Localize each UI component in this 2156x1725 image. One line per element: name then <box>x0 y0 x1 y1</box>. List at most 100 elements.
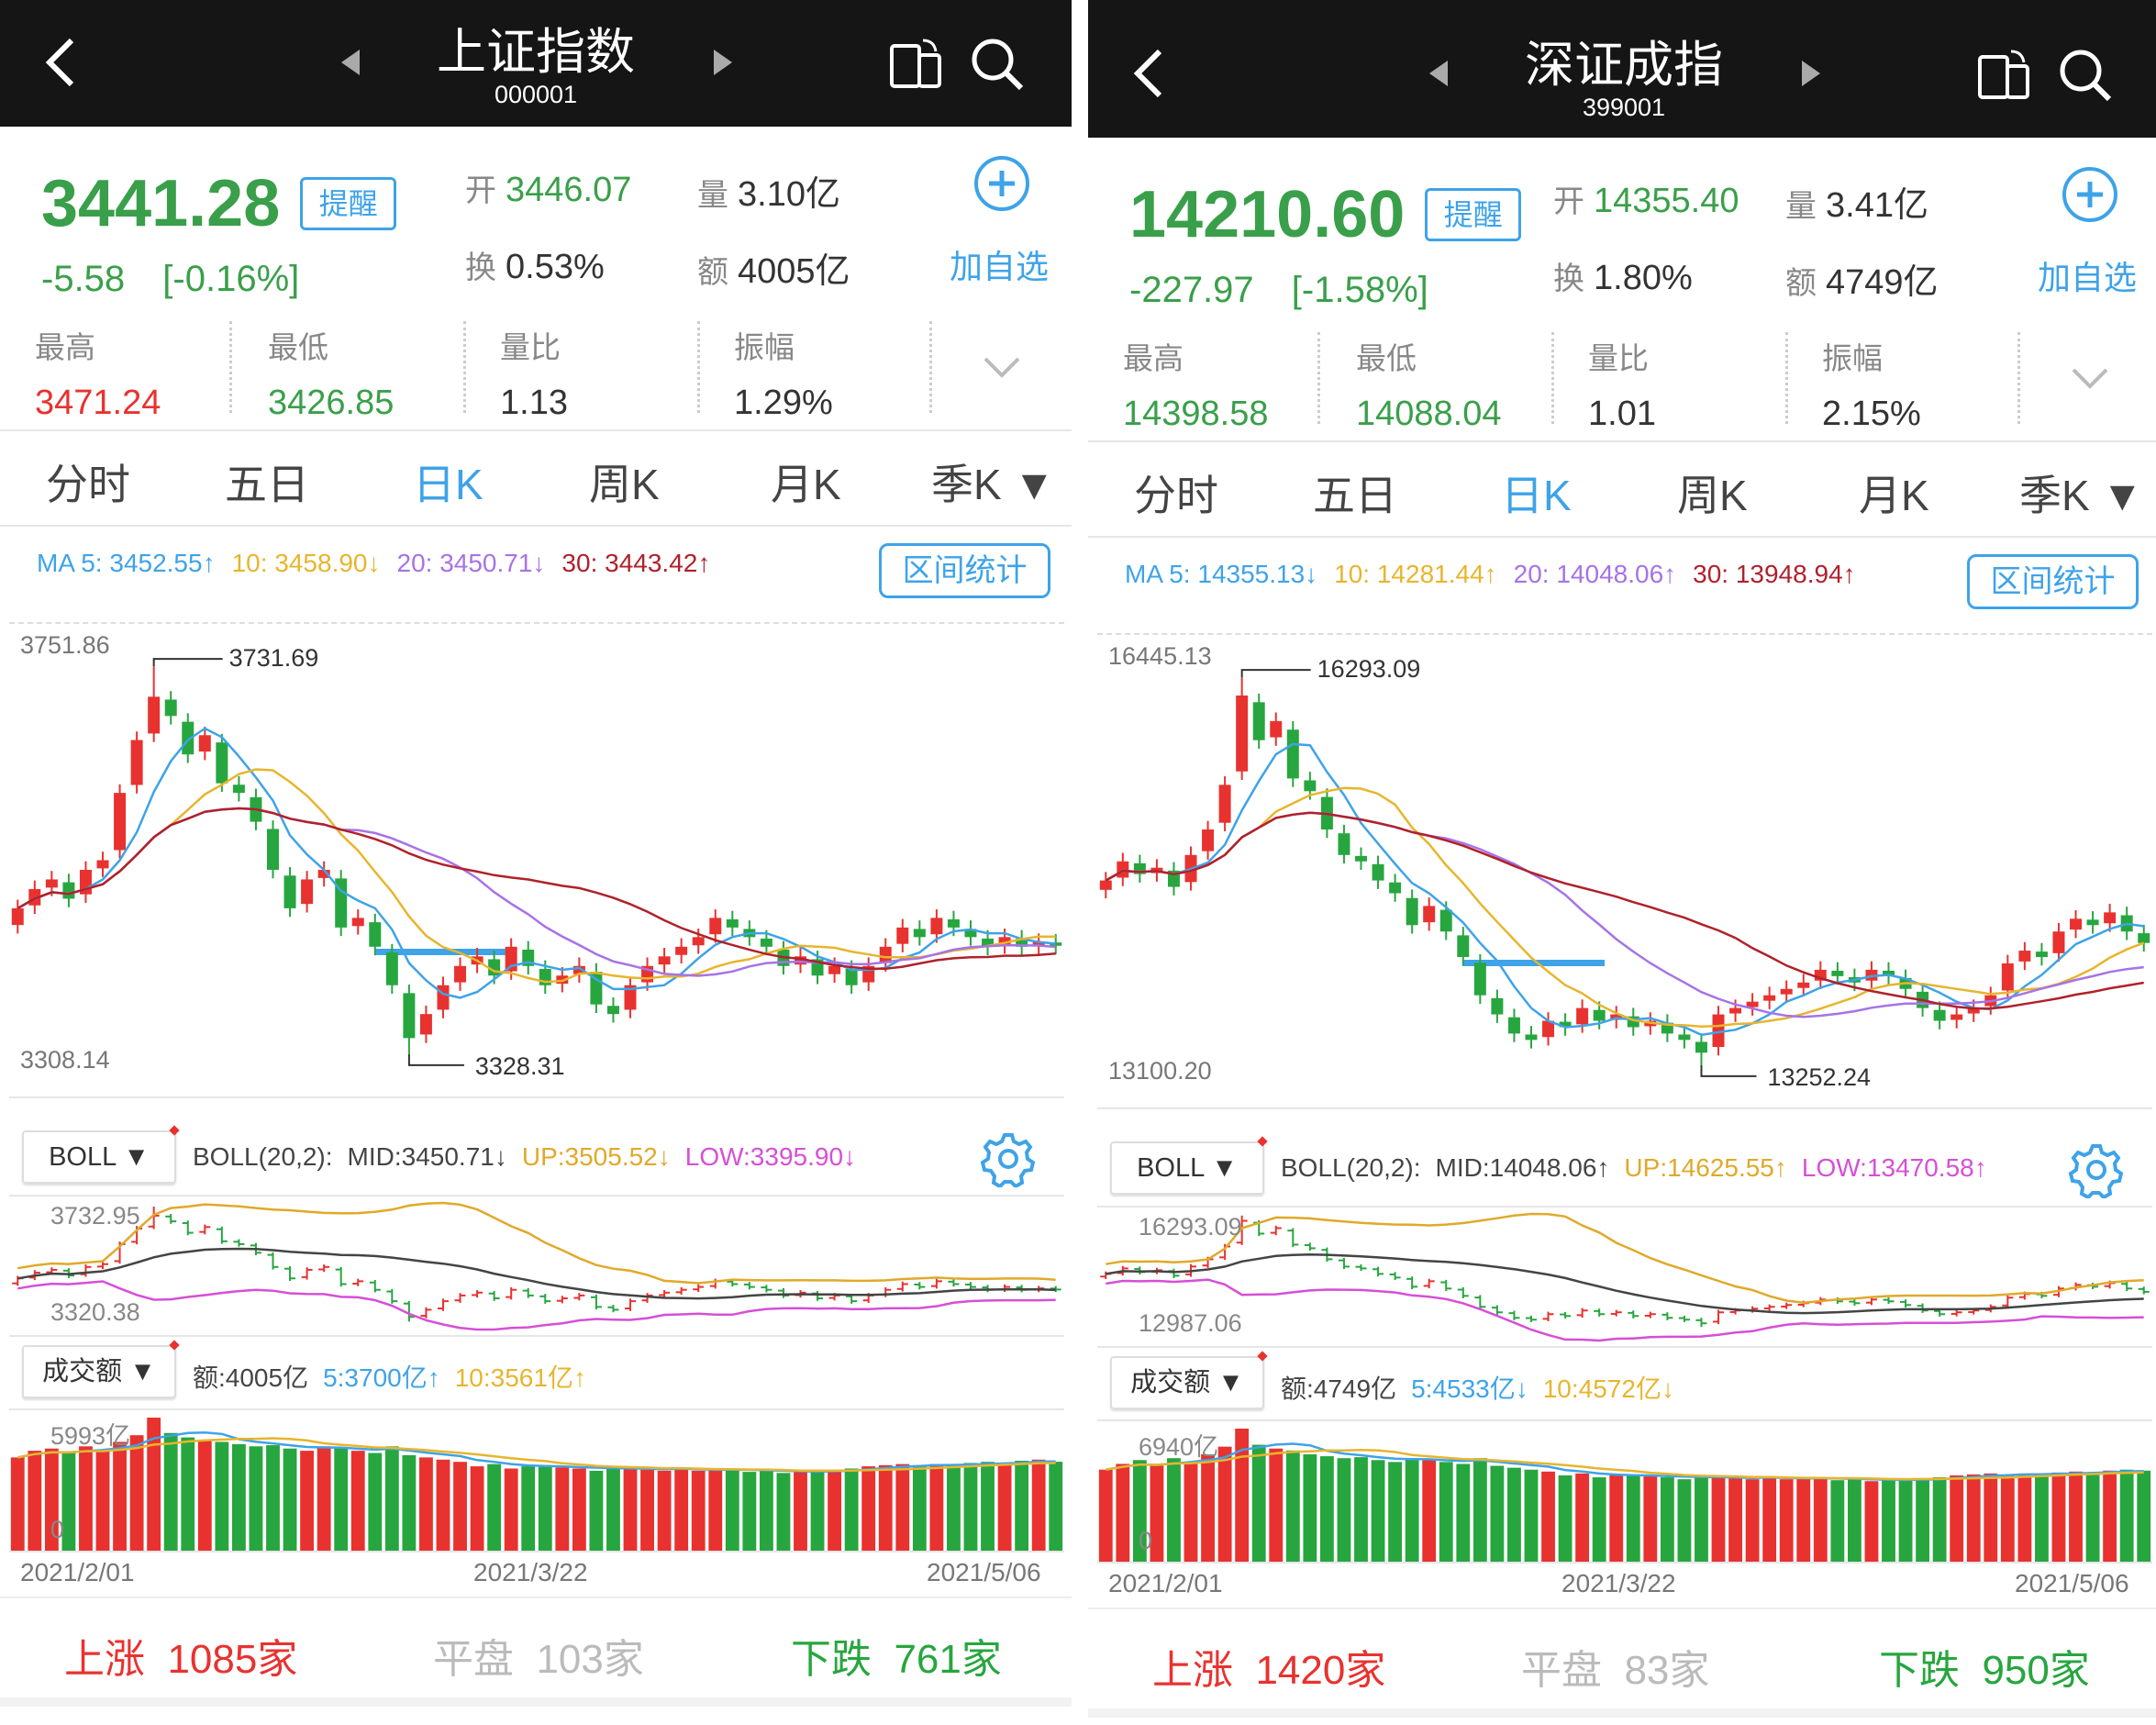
range-stats-button[interactable]: 区间统计 <box>1967 554 2139 609</box>
chevron-down-icon[interactable] <box>982 353 1022 381</box>
candle-body <box>369 922 382 947</box>
advancers-count: 1085家 <box>167 1637 298 1682</box>
volume-bar <box>10 1457 25 1551</box>
chevron-down-icon[interactable] <box>2070 364 2110 392</box>
prev-index-icon[interactable] <box>1429 61 1448 86</box>
candlestick-chart[interactable]: 3731.69 3328.31 <box>0 624 1072 1096</box>
volume-ma10-line <box>1106 1448 2144 1481</box>
volume-legend: 额:4005亿 5:3700亿↑ 10:3561亿↑ <box>193 1358 601 1395</box>
add-watchlist-button[interactable]: 加自选 <box>950 248 1050 285</box>
volume-chart[interactable] <box>1088 1421 2156 1562</box>
tab-intraday[interactable]: 分时 <box>46 461 130 508</box>
volume-bar <box>2103 1470 2117 1562</box>
landscape-switch-icon[interactable] <box>1974 46 2033 105</box>
back-arrow-icon[interactable] <box>1127 46 1172 101</box>
volume-bar <box>828 1469 842 1551</box>
tab-five-day[interactable]: 五日 <box>225 461 309 508</box>
boll-legend: BOLL(20,2): MID:3450.71↓ UP:3505.52↓ LOW:33… <box>193 1142 871 1172</box>
range-stats-button[interactable]: 区间统计 <box>879 543 1050 598</box>
candle-body <box>1032 941 1045 947</box>
tab-monthly-k[interactable]: 月K <box>1859 472 1929 519</box>
indicator-selector[interactable]: BOLL ▼ <box>1110 1136 1268 1195</box>
candle-body <box>505 946 517 972</box>
candle-body <box>2052 931 2065 953</box>
volume-ma10-line <box>17 1437 1056 1473</box>
boll-low-line <box>1106 1278 2144 1342</box>
candle-body <box>437 985 450 1010</box>
advancers-label: 上涨 <box>64 1637 145 1682</box>
volume-indicator-selector[interactable]: 成交额 ▼ <box>1110 1351 1268 1409</box>
volume-bar <box>384 1446 399 1551</box>
tab-daily-k[interactable]: 日K <box>1501 472 1572 519</box>
divider <box>1551 332 1554 424</box>
tab-five-day[interactable]: 五日 <box>1313 472 1397 519</box>
tab-quarterly-k[interactable]: 季K ▼ <box>2019 472 2143 519</box>
candle-body <box>1457 935 1470 958</box>
volume-bar <box>300 1451 315 1551</box>
search-icon[interactable] <box>2056 46 2115 105</box>
volume-indicator-selector[interactable]: 成交额 ▼ <box>22 1340 180 1398</box>
tab-weekly-k[interactable]: 周K <box>589 461 660 508</box>
next-index-icon[interactable] <box>714 50 732 75</box>
ma10-value: 10: 3458.90↓ <box>231 549 381 577</box>
candle-body <box>1661 1022 1673 1034</box>
tab-monthly-k[interactable]: 月K <box>771 461 841 508</box>
volume-bar <box>1251 1444 1266 1562</box>
candle-body <box>148 696 161 734</box>
candle-body <box>1270 720 1283 738</box>
tab-daily-k[interactable]: 日K <box>413 461 483 508</box>
volume-bar <box>1098 1469 1113 1562</box>
change-percent: [-1.58%] <box>1291 270 1428 310</box>
volume-bar <box>79 1446 93 1551</box>
tab-weekly-k[interactable]: 周K <box>1677 472 1748 519</box>
divider <box>1088 440 2156 442</box>
volume-zero-label: 0 <box>50 1516 65 1543</box>
volume-bar <box>197 1440 212 1551</box>
volume-bar <box>1337 1458 1351 1562</box>
volume-bar <box>1609 1475 1624 1562</box>
indicator-selector[interactable]: BOLL ▼ <box>22 1125 180 1184</box>
volume-bar <box>640 1469 654 1551</box>
ma20-line <box>1105 811 2144 1018</box>
add-watchlist-button[interactable]: 加自选 <box>2038 259 2138 296</box>
search-icon[interactable] <box>968 35 1027 94</box>
back-arrow-icon[interactable] <box>39 35 84 90</box>
price-change: -5.58 [-0.16%] <box>41 259 299 300</box>
boll-chart[interactable] <box>1088 1208 2156 1346</box>
landscape-switch-icon[interactable] <box>886 35 945 94</box>
boll-legend: BOLL(20,2): MID:14048.06↑ UP:14625.55↑ LOW:… <box>1281 1153 2002 1183</box>
volume-bar <box>776 1473 791 1551</box>
stat-amplitude: 振幅 2.15% <box>1822 334 1921 434</box>
boll-mid-line <box>17 1247 1056 1300</box>
add-watchlist-icon[interactable] <box>972 154 1031 213</box>
y-min-label: 3308.14 <box>20 1046 110 1074</box>
boll-mid-line <box>1106 1252 2144 1315</box>
volume-bar <box>674 1468 689 1551</box>
tab-quarterly-k[interactable]: 季K ▼ <box>931 461 1055 508</box>
amount-label: 额 <box>697 255 728 290</box>
advancers: 上涨 1420家 <box>1152 1637 1385 1696</box>
amount-value: 4005亿 <box>738 252 850 291</box>
prev-index-icon[interactable] <box>341 50 360 75</box>
open-value: 14355.40 <box>1594 182 1739 220</box>
volume-chart[interactable] <box>0 1410 1072 1551</box>
amount-label: 额 <box>1785 266 1817 301</box>
volume-bar <box>1558 1475 1573 1562</box>
volume-field: 量 3.10亿 <box>697 165 840 216</box>
settings-gear-icon[interactable] <box>2068 1141 2125 1198</box>
candle-body <box>351 918 364 927</box>
next-index-icon[interactable] <box>1802 61 1820 86</box>
change-value: -227.97 <box>1129 270 1254 310</box>
tab-intraday[interactable]: 分时 <box>1134 472 1218 519</box>
boll-chart[interactable] <box>0 1197 1072 1335</box>
alert-button[interactable]: 提醒 <box>1425 188 1522 241</box>
turnover-field: 换 1.80% <box>1553 253 1693 298</box>
add-watchlist-icon[interactable] <box>2061 165 2119 224</box>
boll-up-line <box>1106 1212 2144 1305</box>
candlestick-chart[interactable]: 16293.09 13252.24 <box>1088 635 2156 1107</box>
volume-bar <box>1217 1446 1232 1562</box>
settings-gear-icon[interactable] <box>980 1130 1037 1187</box>
alert-button[interactable]: 提醒 <box>300 177 397 230</box>
candle-body <box>1218 785 1231 823</box>
advancers-count: 1420家 <box>1255 1648 1386 1693</box>
